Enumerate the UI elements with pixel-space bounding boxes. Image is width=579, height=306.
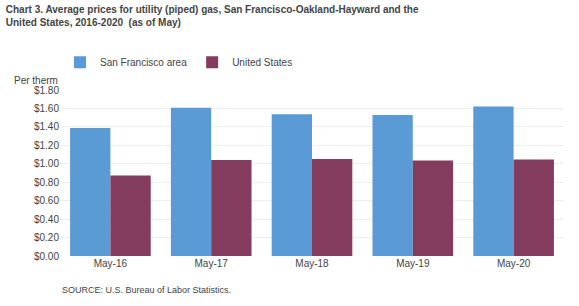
svg-text:$1.80: $1.80 — [34, 85, 59, 96]
svg-text:May-19: May-19 — [396, 258, 430, 269]
svg-text:$0.80: $0.80 — [34, 177, 59, 188]
svg-text:$0.00: $0.00 — [34, 251, 59, 262]
svg-text:$0.20: $0.20 — [34, 232, 59, 243]
svg-text:San Francisco area: San Francisco area — [100, 57, 187, 68]
svg-text:May-17: May-17 — [195, 258, 229, 269]
svg-text:$1.20: $1.20 — [34, 140, 59, 151]
svg-text:$1.60: $1.60 — [34, 103, 59, 114]
svg-text:United States: United States — [232, 57, 292, 68]
svg-text:$1.40: $1.40 — [34, 121, 59, 132]
svg-text:Chart 3. Average prices for ut: Chart 3. Average prices for utility (pip… — [6, 4, 419, 28]
svg-text:May-20: May-20 — [497, 258, 531, 269]
svg-text:May-16: May-16 — [94, 258, 128, 269]
svg-text:$0.60: $0.60 — [34, 195, 59, 206]
svg-text:$1.00: $1.00 — [34, 158, 59, 169]
svg-text:Per therm: Per therm — [14, 75, 58, 86]
svg-text:SOURCE: U.S. Bureau of Labor S: SOURCE: U.S. Bureau of Labor Statistics. — [62, 285, 231, 295]
svg-text:May-18: May-18 — [295, 258, 329, 269]
svg-text:$0.40: $0.40 — [34, 214, 59, 225]
